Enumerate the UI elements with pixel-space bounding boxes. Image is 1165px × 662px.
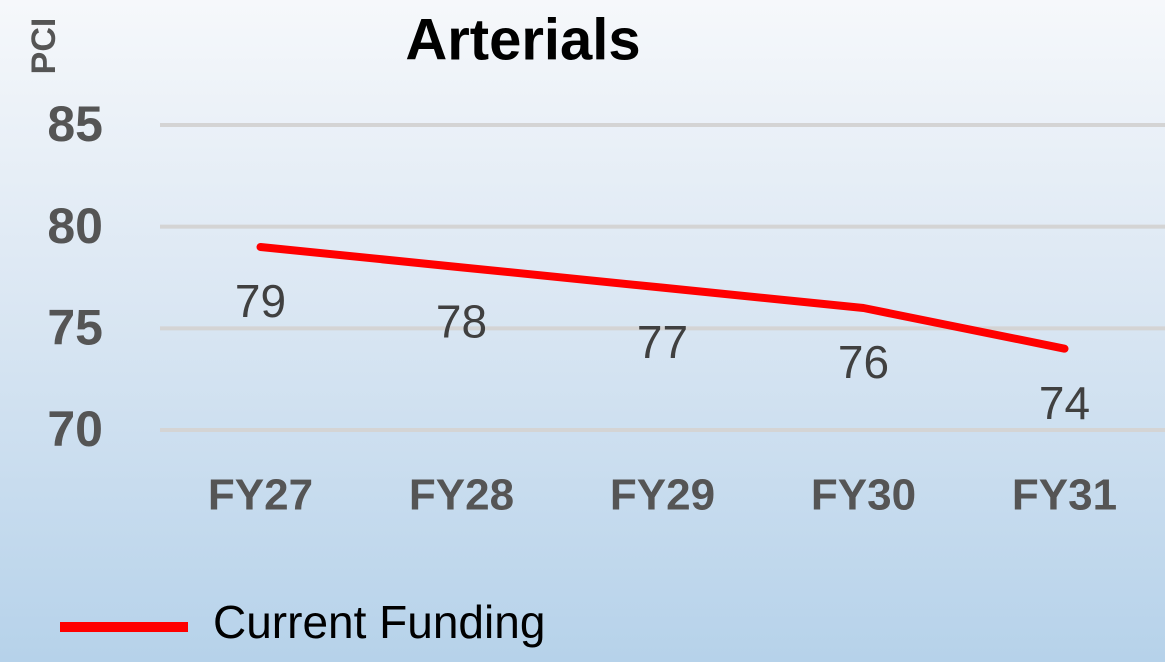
data-label: 76	[838, 336, 889, 388]
data-label: 79	[235, 275, 286, 327]
data-label: 78	[436, 295, 487, 347]
legend-label: Current Funding	[213, 596, 545, 648]
x-tick-label: FY30	[811, 471, 916, 520]
y-tick-label: 75	[47, 300, 103, 356]
x-tick-label: FY29	[610, 471, 715, 520]
chart-title: Arterials	[405, 7, 640, 72]
series-line	[256, 243, 1069, 353]
data-label: 77	[637, 316, 688, 368]
x-tick-label: FY28	[409, 471, 514, 520]
x-tick-label: FY27	[208, 471, 313, 520]
y-axis-label: PCI	[25, 18, 63, 75]
y-tick-label: 80	[47, 198, 103, 254]
y-tick-label: 85	[47, 96, 103, 152]
y-tick-label: 70	[47, 401, 103, 457]
data-label: 74	[1039, 377, 1090, 429]
x-tick-label: FY31	[1012, 471, 1117, 520]
